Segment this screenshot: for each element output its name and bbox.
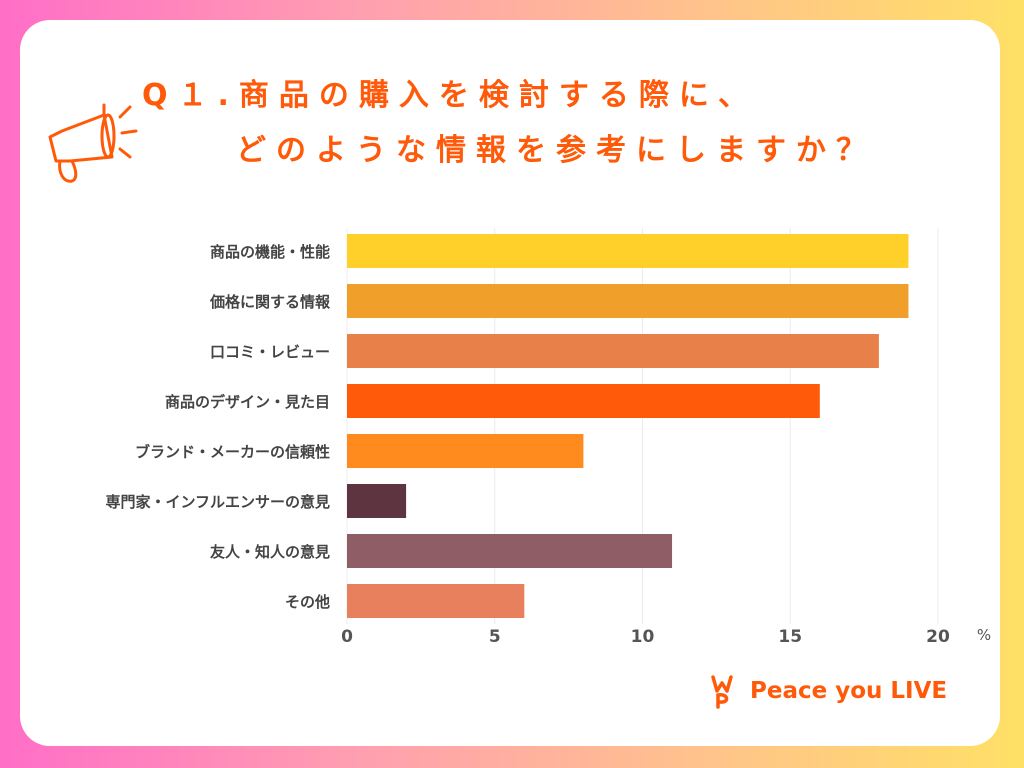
bar: [347, 384, 820, 418]
title-line-1: Q１.商品の購入を検討する際に、: [142, 78, 758, 113]
peace-hand-icon: [711, 675, 733, 709]
category-label: ブランド・メーカーの信頼性: [135, 443, 330, 461]
category-label: 口コミ・レビュー: [210, 343, 330, 361]
category-label: その他: [285, 593, 330, 611]
title-line-2: どのような情報を参考にしますか？: [236, 133, 876, 168]
x-unit-label: %: [977, 626, 991, 644]
brand-logo: Peace you LIVE: [708, 673, 947, 709]
bar: [347, 434, 584, 468]
category-label: 友人・知人の意見: [210, 543, 330, 561]
category-label: 商品のデザイン・見た目: [165, 393, 330, 411]
bar: [347, 334, 879, 368]
bar: [347, 534, 673, 568]
bar: [347, 484, 407, 518]
megaphone-icon: [48, 103, 138, 183]
bar: [347, 284, 909, 318]
x-tick-label: 5: [489, 627, 501, 647]
bar: [347, 584, 525, 618]
x-tick-label: 0: [341, 627, 353, 647]
x-tick-label: 15: [778, 627, 802, 647]
bar: [347, 234, 909, 268]
x-tick-label: 10: [631, 627, 655, 647]
category-label: 専門家・インフルエンサーの意見: [105, 493, 330, 511]
brand-logo-text: Peace you LIVE: [750, 678, 948, 704]
x-tick-label: 20: [926, 627, 950, 647]
category-label: 商品の機能・性能: [210, 243, 330, 261]
content-card: [20, 20, 1000, 746]
category-label: 価格に関する情報: [209, 293, 331, 311]
